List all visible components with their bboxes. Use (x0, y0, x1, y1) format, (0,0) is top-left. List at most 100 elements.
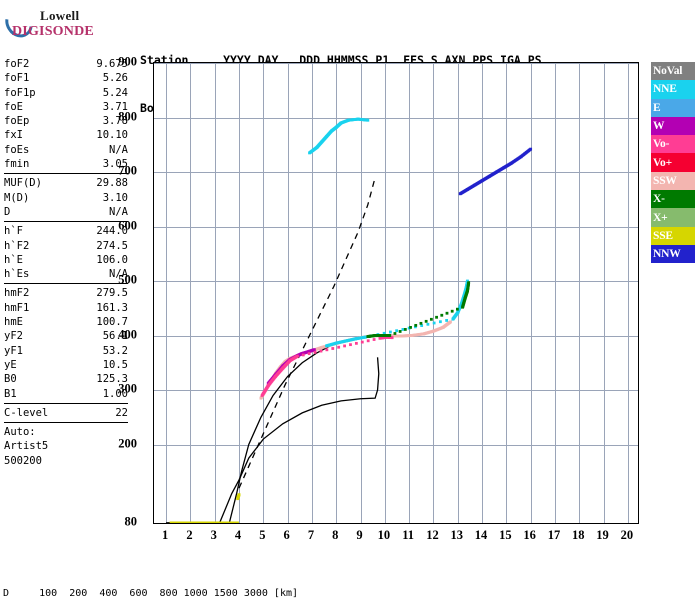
param-value: 100.7 (96, 316, 128, 329)
param-row: foF1p 5.24 (4, 86, 128, 100)
gridline-vertical (530, 63, 532, 523)
param-group-divider (4, 173, 128, 175)
x-axis-tick-label: 5 (259, 528, 266, 542)
trace-point (389, 330, 392, 334)
legend-item-noval[interactable]: NoVal (651, 62, 695, 81)
x-tick-major (628, 523, 630, 524)
param-row: B0 125.3 (4, 372, 128, 386)
ionogram-traces (166, 117, 533, 523)
y-axis-tick-label: 500 (118, 272, 137, 287)
trace-point (435, 315, 438, 319)
ionogram-plot-area[interactable] (153, 62, 639, 524)
gridline-vertical (336, 63, 338, 523)
legend-item-x-[interactable]: X+ (651, 208, 695, 227)
trace-point (301, 353, 305, 357)
x-tick-minor (203, 523, 204, 524)
trace-point (529, 147, 533, 151)
x-tick-major (288, 523, 290, 524)
param-row: foEp 3.78 (4, 114, 128, 128)
y-axis-tick-label: 400 (118, 327, 137, 341)
param-row: foE 3.71 (4, 100, 128, 114)
x-tick-major (579, 523, 581, 524)
trace-point (409, 326, 412, 329)
param-value: 5.24 (102, 86, 128, 99)
trace-point (419, 321, 423, 325)
x-tick-minor (227, 523, 228, 524)
param-group-divider (4, 221, 128, 223)
legend-item-e[interactable]: E (651, 98, 695, 117)
y-tick-80km (153, 523, 154, 524)
x-axis-tick-label: 11 (402, 528, 415, 542)
param-value: N/A (109, 268, 128, 281)
legend-item-nnw[interactable]: NNW (651, 244, 695, 264)
gridline-horizontal (154, 390, 638, 391)
legend-item-w[interactable]: W (651, 116, 695, 136)
trace-series (366, 281, 471, 338)
param-key: h`E (4, 253, 23, 266)
legend-item-x-[interactable]: X- (651, 190, 695, 209)
x-axis-tick-label: 13 (450, 528, 464, 542)
auto-program: Artist5 (4, 440, 49, 453)
param-row: fxI 10.10 (4, 128, 128, 142)
param-key: MUF(D) (4, 177, 42, 190)
trace-point (467, 281, 471, 285)
x-tick-minor (373, 523, 374, 524)
gridline-vertical (433, 63, 435, 523)
y-axis-tick-label: 900 (118, 54, 137, 69)
param-row: h`F 244.0 (4, 224, 128, 238)
param-row: yE 10.5 (4, 358, 128, 372)
trace-point (424, 319, 428, 323)
legend-item-vo-[interactable]: Vo- (651, 135, 695, 154)
param-row: yF2 56.1 (4, 329, 128, 343)
gridline-horizontal (154, 444, 638, 446)
model-curve (166, 335, 371, 523)
x-tick-minor (421, 523, 422, 524)
legend-item-ssw[interactable]: SSW (651, 171, 695, 191)
param-row: h`Es N/A (4, 267, 128, 281)
legend-item-nne[interactable]: NNE (651, 80, 695, 99)
legend-item-vo-[interactable]: Vo+ (651, 153, 695, 172)
x-tick-minor (519, 523, 520, 524)
trace-point (445, 311, 449, 315)
trace-point (398, 330, 402, 333)
param-key: foE (4, 100, 23, 113)
lowell-digisonde-logo: Lowell DIGISONDE (0, 3, 118, 43)
gridline-horizontal (154, 281, 638, 282)
trace-point (450, 309, 454, 313)
trace-point (382, 331, 386, 335)
x-tick-major (385, 523, 387, 524)
x-axis-tick-label: 10 (377, 528, 391, 542)
footer-info: D 100 200 400 600 800 1000 1500 3000 [km… (3, 560, 700, 600)
trace-point (337, 345, 341, 349)
trace-point (414, 325, 417, 329)
param-key: yE (4, 358, 17, 371)
trace-point (414, 323, 418, 327)
param-value: 3.78 (102, 115, 128, 128)
param-value: 22 (115, 406, 128, 419)
y-axis-labels: 900 800 700 600 500 400 300 200 80 (0, 55, 148, 529)
x-axis-tick-label: 15 (499, 528, 512, 542)
x-tick-minor (300, 523, 301, 524)
x-tick-major (409, 523, 411, 524)
param-group-divider (4, 422, 128, 424)
x-axis-tick-label: 19 (596, 528, 609, 542)
gridline-vertical (166, 63, 168, 523)
gridline-vertical (482, 63, 484, 523)
footer-distance-row: D 100 200 400 600 800 1000 1500 3000 [km… (3, 588, 299, 599)
trace-point (360, 340, 364, 344)
param-key: hmE (4, 316, 23, 329)
trace-point (312, 348, 316, 352)
param-value: 244.0 (96, 225, 128, 238)
x-tick-major (433, 523, 435, 524)
y-axis-tick-label: 700 (118, 163, 137, 178)
trace-point (445, 319, 449, 322)
param-row: hmF2 279.5 (4, 286, 128, 300)
x-tick-minor (446, 523, 447, 524)
param-value: 125.3 (96, 373, 128, 386)
trace-series (308, 117, 370, 155)
trace-point (456, 307, 459, 311)
legend-item-sse[interactable]: SSE (651, 226, 695, 245)
polarization-direction-legend[interactable]: NoVal NNE E W Vo- Vo+ SSW X- X+ SSE NNW (651, 62, 695, 264)
gridline-vertical (190, 63, 192, 523)
trace-point (440, 313, 444, 317)
